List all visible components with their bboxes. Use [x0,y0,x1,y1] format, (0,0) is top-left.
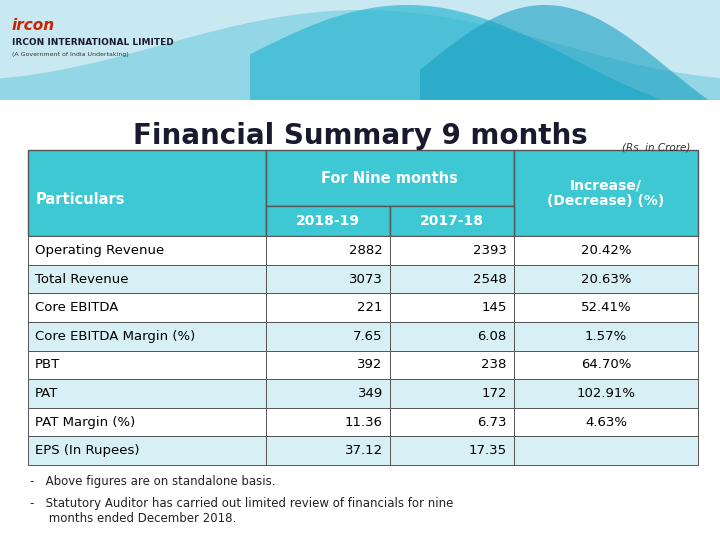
Bar [390,206,514,236]
Text: PAT: PAT [35,387,58,400]
Text: 102.91%: 102.91% [577,387,635,400]
Text: -   Above figures are on standalone basis.: - Above figures are on standalone basis. [30,475,276,488]
Text: (A Government of India Undertaking): (A Government of India Undertaking) [12,52,129,57]
Bar [514,293,698,322]
Text: 20.63%: 20.63% [580,273,631,286]
Text: 20.42%: 20.42% [580,244,631,257]
Bar [514,236,698,265]
Text: 6.08: 6.08 [477,330,507,343]
Polygon shape [0,10,720,100]
Text: 4.63%: 4.63% [585,416,627,429]
Bar [28,265,266,293]
Bar [28,150,266,236]
Text: 7.65: 7.65 [354,330,383,343]
Bar [390,293,514,322]
Text: Total Revenue: Total Revenue [35,273,128,286]
Text: Financial Summary 9 months: Financial Summary 9 months [132,122,588,150]
Bar [28,379,266,408]
Text: PBT: PBT [35,359,60,372]
Bar [266,293,390,322]
Bar [266,236,390,265]
Bar [390,265,514,293]
Text: Increase/
(Decrease) (%): Increase/ (Decrease) (%) [547,178,665,208]
Bar [266,265,390,293]
Bar [28,408,266,436]
Bar [266,322,390,350]
Bar [28,322,266,350]
Bar [266,379,390,408]
Text: 64.70%: 64.70% [581,359,631,372]
Bar [390,236,514,265]
Bar [266,350,390,379]
Text: IRCON INTERNATIONAL LIMITED: IRCON INTERNATIONAL LIMITED [12,38,174,47]
Text: 6.73: 6.73 [477,416,507,429]
Text: 145: 145 [482,301,507,314]
Text: ircon: ircon [12,18,55,33]
Bar [514,322,698,350]
Bar [266,206,390,236]
Text: 392: 392 [357,359,383,372]
Text: 3073: 3073 [349,273,383,286]
Bar [390,379,514,408]
Text: (Rs. in Crore): (Rs. in Crore) [621,142,690,152]
Text: -   Statutory Auditor has carried out limited review of financials for nine
    : - Statutory Auditor has carried out limi… [30,497,454,525]
Bar [266,408,390,436]
Text: Core EBITDA Margin (%): Core EBITDA Margin (%) [35,330,195,343]
Text: Core EBITDA: Core EBITDA [35,301,118,314]
Text: 2882: 2882 [349,244,383,257]
Text: 2548: 2548 [473,273,507,286]
Bar [28,293,266,322]
Bar [390,408,514,436]
Bar [390,436,514,465]
Text: 2018-19: 2018-19 [296,214,360,228]
Bar [266,436,390,465]
Text: PAT Margin (%): PAT Margin (%) [35,416,135,429]
Bar [390,322,514,350]
Text: 17.35: 17.35 [469,444,507,457]
Text: For Nine months: For Nine months [321,171,458,186]
Text: 2017-18: 2017-18 [420,214,484,228]
Text: 37.12: 37.12 [345,444,383,457]
Text: Particulars: Particulars [36,192,125,207]
Bar [266,150,514,206]
Text: 172: 172 [481,387,507,400]
Text: EPS (In Rupees): EPS (In Rupees) [35,444,140,457]
Bar [28,436,266,465]
Text: 2393: 2393 [473,244,507,257]
Bar [390,350,514,379]
Text: 238: 238 [482,359,507,372]
Polygon shape [420,5,720,108]
Polygon shape [250,5,720,113]
Bar [514,265,698,293]
Bar [514,436,698,465]
Bar [514,408,698,436]
Text: Operating Revenue: Operating Revenue [35,244,164,257]
Text: 349: 349 [358,387,383,400]
Text: 221: 221 [357,301,383,314]
Text: 11.36: 11.36 [345,416,383,429]
Bar [514,350,698,379]
Bar [514,150,698,236]
Text: 1.57%: 1.57% [585,330,627,343]
Bar [28,350,266,379]
Text: 52.41%: 52.41% [580,301,631,314]
Bar [514,379,698,408]
Bar [28,236,266,265]
